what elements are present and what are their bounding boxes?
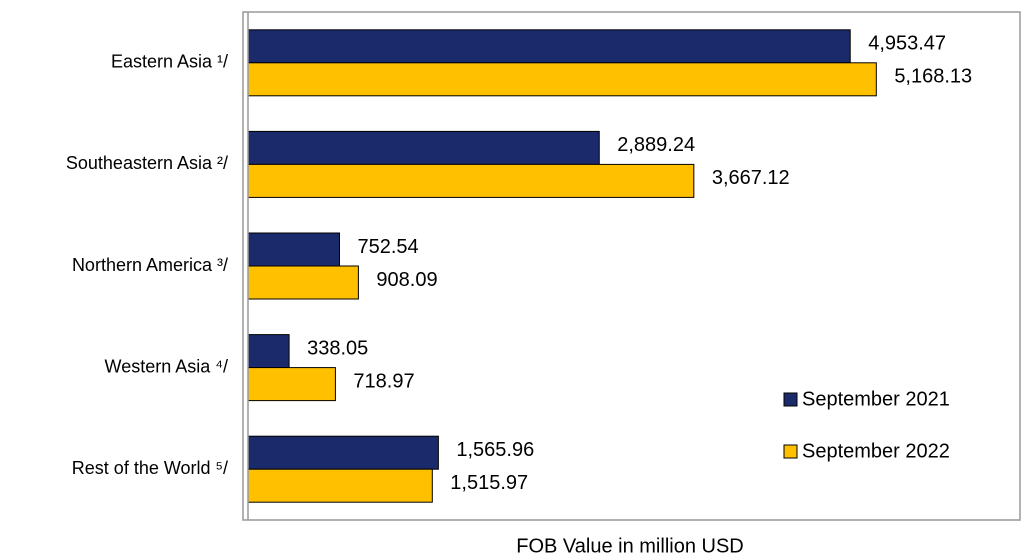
bar bbox=[247, 334, 290, 369]
legend-swatch bbox=[783, 444, 798, 459]
bar bbox=[247, 163, 695, 198]
y-tick-label: Rest of the World ⁵/ bbox=[72, 458, 228, 478]
bar bbox=[247, 435, 439, 470]
bar bbox=[247, 29, 851, 64]
bar bbox=[247, 232, 340, 267]
bar bbox=[247, 62, 877, 97]
data-label: 908.09 bbox=[376, 269, 437, 291]
data-label: 3,667.12 bbox=[712, 167, 790, 189]
x-axis-label: FOB Value in million USD bbox=[516, 535, 743, 557]
data-label: 1,565.96 bbox=[456, 439, 534, 461]
legend-label: September 2022 bbox=[802, 440, 950, 462]
data-label: 4,953.47 bbox=[868, 33, 946, 55]
data-label: 338.05 bbox=[307, 337, 368, 359]
y-tick-label: Northern America ³/ bbox=[72, 255, 228, 275]
data-label: 2,889.24 bbox=[617, 134, 695, 156]
y-tick-label: Eastern Asia ¹/ bbox=[111, 52, 228, 72]
data-label: 752.54 bbox=[357, 236, 418, 258]
legend-label: September 2021 bbox=[802, 388, 950, 410]
y-tick-label: Western Asia ⁴/ bbox=[105, 356, 228, 376]
bar bbox=[247, 468, 433, 503]
bar bbox=[247, 265, 359, 300]
bar bbox=[247, 367, 336, 402]
data-label: 1,515.97 bbox=[450, 472, 528, 494]
y-tick-label: Southeastern Asia ²/ bbox=[66, 153, 228, 173]
legend-swatch bbox=[783, 392, 798, 407]
data-label: 718.97 bbox=[353, 370, 414, 392]
bar bbox=[247, 130, 600, 165]
data-label: 5,168.13 bbox=[894, 66, 972, 88]
plot-frame bbox=[242, 11, 1021, 521]
